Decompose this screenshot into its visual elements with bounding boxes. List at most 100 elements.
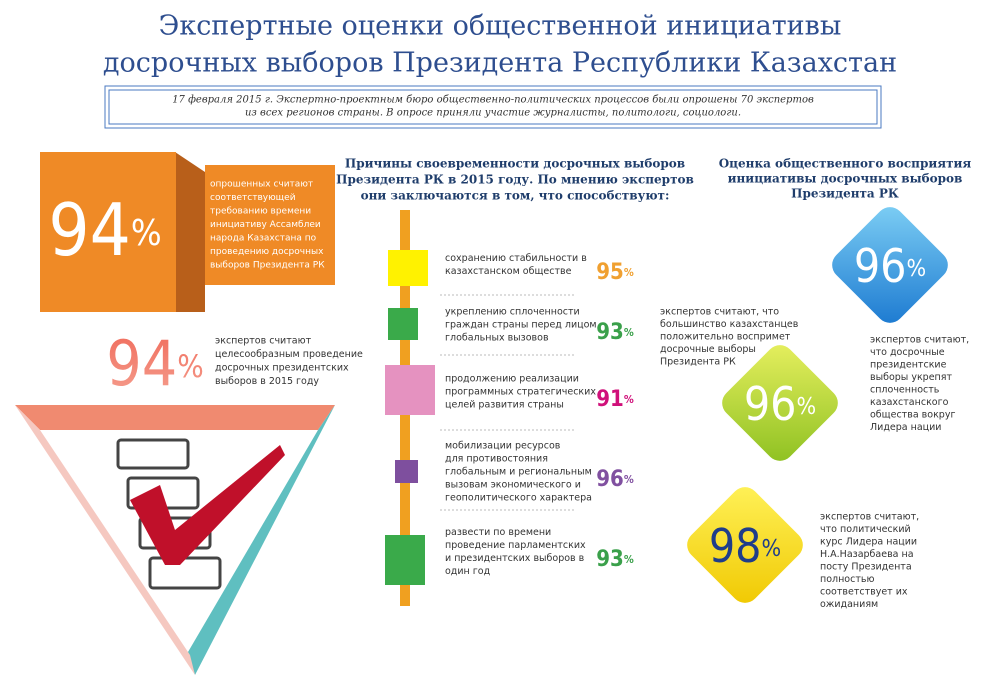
number: 98 — [709, 519, 762, 573]
diamond-text: что досрочные — [870, 347, 945, 358]
item-text: вызовам экономического и — [445, 480, 581, 491]
number: 94 — [48, 188, 130, 272]
diamond-text: соответствует их — [820, 587, 908, 598]
diamond-text: положительно воспримет — [660, 332, 791, 343]
stat-text: целесообразным проведение — [215, 349, 363, 360]
unit: % — [624, 326, 634, 339]
intro-box-inner — [108, 89, 878, 125]
diamond-text: выборы укрепят — [870, 372, 952, 383]
diamond-pct: 96% — [744, 377, 816, 431]
number: 94 — [106, 327, 177, 400]
diamond-text: Лидера нации — [870, 422, 941, 433]
title: досрочных выборов Президента Республики … — [103, 48, 897, 79]
item-text: целей развития страны — [445, 400, 564, 411]
stat-text: экспертов считают — [215, 336, 312, 347]
item-text: мобилизации ресурсов — [445, 441, 561, 452]
stat-text: выборов в 2015 году — [215, 376, 319, 387]
triangle-right — [188, 405, 335, 675]
intro-box — [104, 85, 882, 129]
stat-text: опрошенных считают — [210, 180, 313, 190]
number: 96 — [854, 239, 907, 293]
stat-text: соответствующей — [210, 193, 296, 203]
diamond-text: экспертов считают, — [870, 335, 969, 346]
unit: % — [624, 473, 634, 486]
diamond — [687, 487, 803, 603]
item-text: геополитического характера — [445, 493, 592, 504]
stat-text: инициативу Ассамблеи — [210, 220, 321, 230]
item-text: глобальным и региональным — [445, 467, 592, 478]
title: Экспертные оценки общественной инициатив… — [159, 11, 842, 42]
stat-text: проведению досрочных — [210, 247, 324, 257]
marker — [388, 250, 428, 286]
stat: 94% — [106, 327, 203, 400]
number: 93 — [596, 320, 624, 345]
heading: Причины своевременности досрочных выборо… — [345, 157, 685, 171]
diamond-text: Н.А.Назарбаева на — [820, 549, 914, 560]
unit: % — [177, 349, 204, 385]
diamond — [722, 345, 838, 461]
unit: % — [624, 553, 634, 566]
unit: % — [624, 266, 634, 279]
diamond-pct: 98% — [709, 519, 781, 573]
item-pct: 95% — [596, 260, 634, 285]
diamond-text: что политический — [820, 524, 911, 535]
item-text: развести по времени — [445, 527, 551, 538]
item-text: один год — [445, 566, 491, 577]
diamond-text: посту Президента — [820, 562, 912, 573]
diamond-text: казахстанского — [870, 397, 949, 408]
intro-text: из всех регионов страны. В опросе принял… — [245, 108, 741, 119]
stat-text: требованию времени — [210, 207, 311, 217]
text-block — [205, 165, 335, 285]
marker — [395, 460, 418, 483]
heading: инициативы досрочных выборов — [728, 172, 963, 186]
unit: % — [796, 394, 816, 420]
triangle-left — [15, 405, 195, 675]
item-text: и президентских выборов в — [445, 553, 585, 564]
item-text: для противостояния — [445, 454, 548, 465]
block — [40, 152, 176, 312]
diamond-text: президентские — [870, 360, 947, 371]
diamond-text: ожиданиям — [820, 599, 878, 610]
diamond-text: досрочные выборы — [660, 344, 756, 355]
intro-text: 17 февраля 2015 г. Экспертно-проектным б… — [172, 95, 814, 106]
diamond-text: большинство казахстанцев — [660, 319, 799, 330]
item-text: продолжению реализации — [445, 374, 579, 385]
diamond-text: экспертов считают, — [820, 512, 919, 523]
triangle-top — [15, 405, 335, 430]
diamond-text: общества вокруг — [870, 410, 955, 421]
diamond-text: экспертов считают, что — [660, 307, 779, 318]
item-pct: 96% — [596, 467, 634, 492]
stat-text: досрочных президентских — [215, 363, 349, 374]
heading: Президента РК в 2015 году. По мнению экс… — [336, 173, 694, 187]
unit: % — [131, 213, 162, 254]
unit: % — [624, 393, 634, 406]
stat-text: народа Казахстана по — [210, 234, 317, 244]
item-text: казахстанском обществе — [445, 266, 572, 277]
item-pct: 93% — [596, 320, 634, 345]
diamond-text: полностью — [820, 574, 874, 585]
item-text: граждан страны перед лицом — [445, 320, 597, 331]
number: 96 — [744, 377, 797, 431]
number: 91 — [596, 387, 624, 412]
marker — [385, 535, 425, 585]
item-pct: 93% — [596, 547, 634, 572]
diamond-pct: 96% — [854, 239, 926, 293]
unit: % — [761, 536, 781, 562]
stat: 94% — [48, 188, 161, 272]
separators — [440, 294, 575, 511]
diamond-text: сплоченность — [870, 385, 940, 396]
unit: % — [906, 256, 926, 282]
number: 93 — [596, 547, 624, 572]
checkmark — [130, 445, 285, 565]
item-text: укреплению сплоченности — [445, 307, 580, 318]
diamond-text: курс Лидера нации — [820, 537, 917, 548]
number: 95 — [596, 260, 624, 285]
diamond-text: Президента РК — [660, 357, 736, 368]
marker — [388, 308, 418, 340]
heading: они заключаются в том, что способствуют: — [361, 189, 670, 203]
item-text: глобальных вызовов — [445, 333, 549, 344]
marker — [385, 365, 435, 415]
heading: Оценка общественного восприятия — [719, 157, 972, 171]
